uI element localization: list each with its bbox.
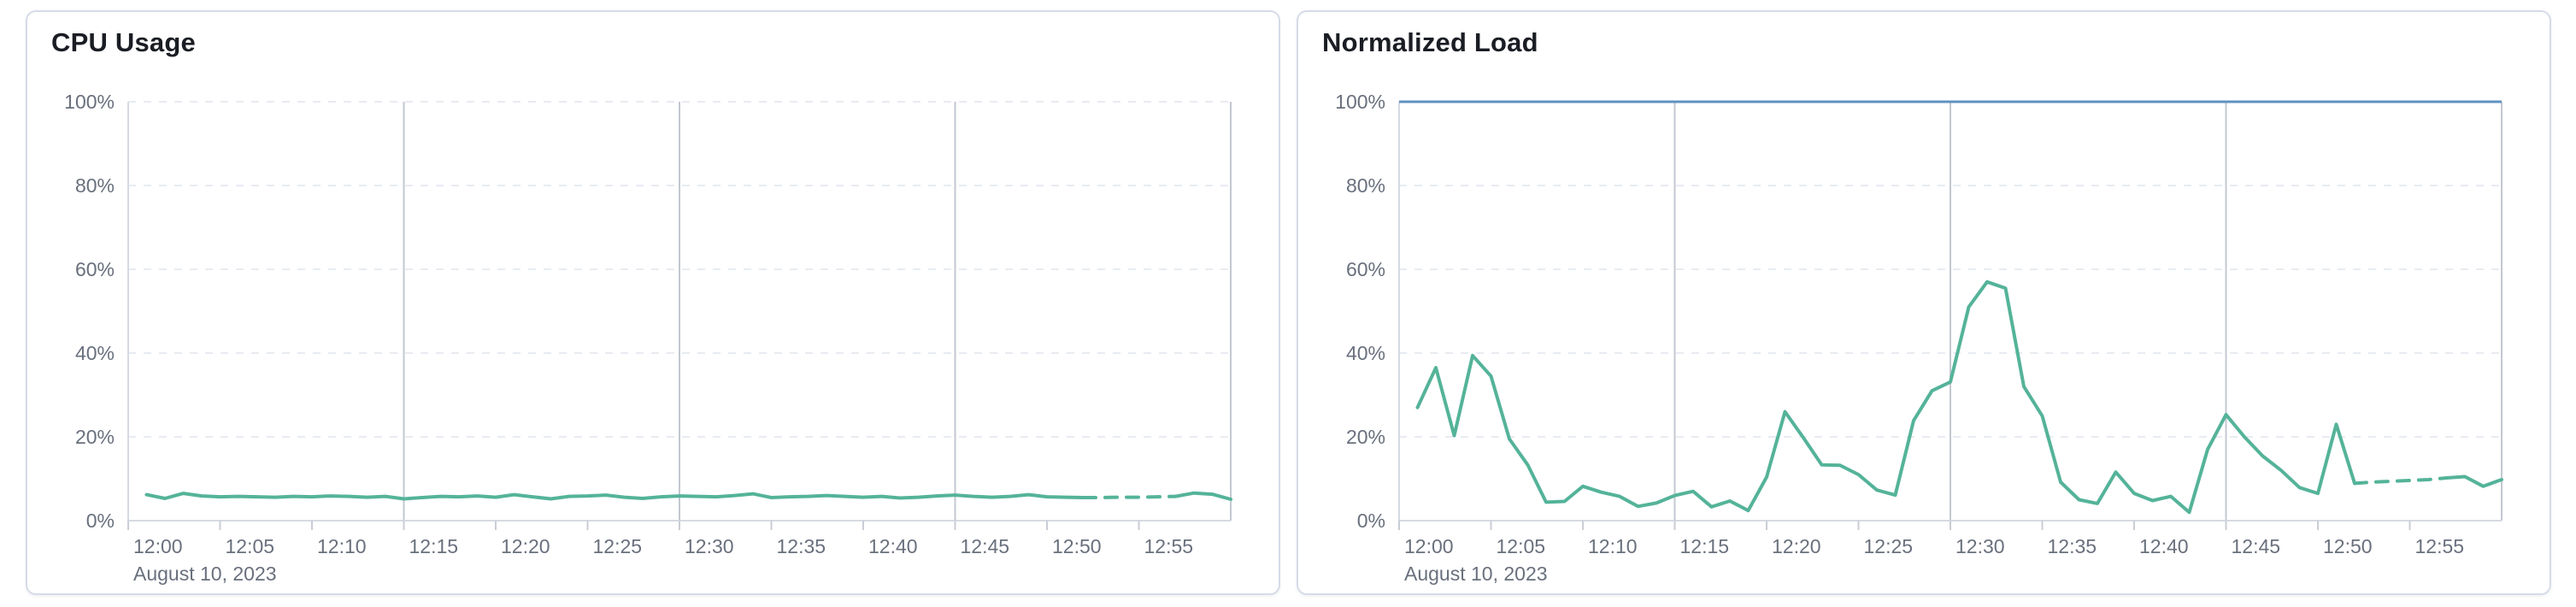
series-line-solid-end[interactable] [1173, 491, 1232, 501]
x-axis-label-12:40: 12:40 [868, 535, 918, 557]
y-axis-label-60%: 60% [75, 258, 115, 280]
x-axis-label-12:00: 12:00 [1404, 535, 1454, 557]
x-axis-label-12:10: 12:10 [317, 535, 367, 557]
x-axis-label-12:50: 12:50 [1052, 535, 1102, 557]
y-axis-label-100%: 100% [1335, 91, 1385, 113]
x-axis-label-12:35: 12:35 [2048, 535, 2097, 557]
x-axis-label-12:15: 12:15 [1680, 535, 1730, 557]
y-axis-label-60%: 60% [1346, 258, 1385, 280]
x-axis-date-label: August 10, 2023 [1404, 563, 1548, 585]
normalized-load-line-chart[interactable]: 12:00 12:05 12:10 12:15 12:20 12:25 12:30 12:35… [1298, 12, 2550, 593]
y-axis-label-40%: 40% [75, 342, 115, 364]
y-axis-label-20%: 20% [1346, 426, 1385, 448]
x-axis-label-12:05: 12:05 [226, 535, 275, 557]
series-line-interpolated-dashed[interactable] [2353, 476, 2449, 486]
series-line-solid[interactable] [1415, 280, 2356, 515]
series-line-interpolated-dashed[interactable] [1082, 494, 1178, 499]
series-line-solid-end[interactable] [2444, 474, 2503, 488]
x-axis-label-12:25: 12:25 [1864, 535, 1914, 557]
x-axis-label-12:30: 12:30 [685, 535, 734, 557]
x-axis-label-12:35: 12:35 [777, 535, 826, 557]
x-axis-label-12:25: 12:25 [593, 535, 643, 557]
x-axis-label-12:00: 12:00 [133, 535, 183, 557]
x-axis-label-12:05: 12:05 [1497, 535, 1546, 557]
x-axis-label-12:55: 12:55 [1144, 535, 1194, 557]
panel-title-cpu-usage: CPU Usage [51, 27, 196, 57]
y-axis-label-20%: 20% [75, 426, 115, 448]
x-axis-label-12:55: 12:55 [2415, 535, 2465, 557]
x-axis-label-12:15: 12:15 [409, 535, 459, 557]
x-axis-label-12:45: 12:45 [2232, 535, 2281, 557]
panel-normalized-load: Normalized Load 12:00 12:05 12:10 12:15 12:2… [1297, 10, 2551, 595]
x-axis-label-12:45: 12:45 [961, 535, 1010, 557]
x-axis-label-12:30: 12:30 [1956, 535, 2005, 557]
panel-cpu-usage: CPU Usage 12:00 12:05 12:10 12:15 12:20 12:25… [26, 10, 1280, 595]
x-axis-label-12:50: 12:50 [2323, 535, 2373, 557]
x-axis-label-12:10: 12:10 [1588, 535, 1638, 557]
y-axis-label-100%: 100% [64, 91, 115, 113]
panel-title-normalized-load: Normalized Load [1322, 27, 1538, 57]
y-axis-label-80%: 80% [1346, 174, 1385, 197]
y-axis-label-80%: 80% [75, 174, 115, 197]
y-axis-label-0%: 0% [1357, 510, 1385, 532]
y-axis-label-0%: 0% [86, 510, 115, 532]
series-line-solid[interactable] [144, 492, 1085, 501]
cpu-usage-line-chart[interactable]: 12:00 12:05 12:10 12:15 12:20 12:25 12:30 12:35… [27, 12, 1279, 593]
x-axis-date-label: August 10, 2023 [133, 563, 277, 585]
x-axis-label-12:20: 12:20 [1772, 535, 1821, 557]
y-axis-label-40%: 40% [1346, 342, 1385, 364]
x-axis-label-12:40: 12:40 [2139, 535, 2189, 557]
x-axis-label-12:20: 12:20 [501, 535, 550, 557]
